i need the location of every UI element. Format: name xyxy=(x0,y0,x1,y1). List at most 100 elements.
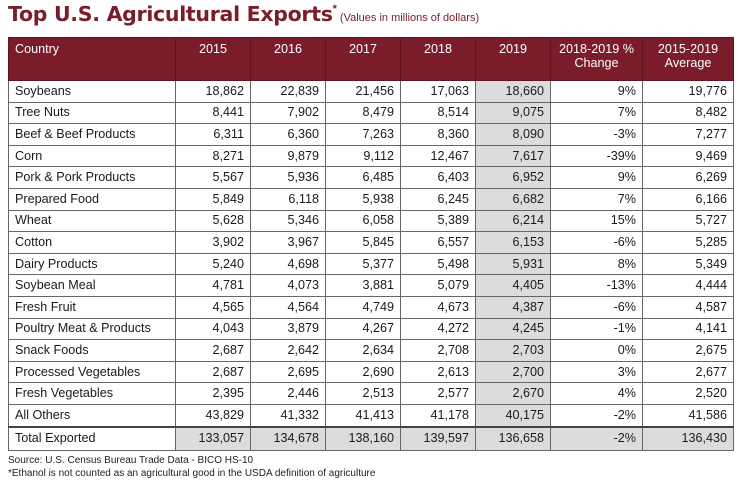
table-cell: 5,389 xyxy=(400,209,476,233)
table-cell: 9,469 xyxy=(642,144,734,168)
row-label: Dairy Products xyxy=(8,252,176,276)
table-cell: 6,245 xyxy=(400,187,476,211)
row-label: Corn xyxy=(8,144,176,168)
table-cell: 5,936 xyxy=(250,166,326,189)
footnote: *Ethanol is not counted as an agricultur… xyxy=(8,468,376,479)
table-cell: 6,214 xyxy=(475,209,551,233)
table-cell: 6,058 xyxy=(325,209,401,233)
table-cell: 2,395 xyxy=(175,382,251,405)
row-label: Tree Nuts xyxy=(8,101,176,125)
table-cell: 8,514 xyxy=(400,101,476,125)
row-label: Beef & Beef Products xyxy=(8,123,176,146)
source-note: Source: U.S. Census Bureau Trade Data - … xyxy=(8,455,254,466)
table-cell: 6,153 xyxy=(475,231,551,254)
table-row: Beef & Beef Products 6,311 6,360 7,263 8,360… xyxy=(8,123,734,146)
table-cell: 136,430 xyxy=(642,425,734,451)
table-cell: 3% xyxy=(550,360,643,384)
column-header[interactable]: Country xyxy=(8,37,176,81)
row-label: Poultry Meat & Products xyxy=(8,317,176,341)
table-cell: 8,360 xyxy=(400,123,476,146)
table-cell: 5,845 xyxy=(325,231,401,254)
table-cell: 40,175 xyxy=(475,403,551,428)
table-cell: 21,456 xyxy=(325,80,401,103)
table-cell: 2,613 xyxy=(400,360,476,384)
table-row: Fresh Vegetables 2,395 2,446 2,513 2,577 2,67… xyxy=(8,382,734,405)
table-cell: 6,166 xyxy=(642,187,734,211)
table-row: Pork & Pork Products 5,567 5,936 6,485 6,403… xyxy=(8,166,734,189)
table-cell: 2,687 xyxy=(175,360,251,384)
row-label: Wheat xyxy=(8,209,176,233)
table-row: Corn 8,271 9,879 9,112 12,467 7,617 -39% 9,469 xyxy=(8,144,734,168)
table-row: Wheat 5,628 5,346 6,058 5,389 6,214 15% 5,727 xyxy=(8,209,734,233)
column-header[interactable]: 2017 xyxy=(325,37,401,81)
table-cell: 2,670 xyxy=(475,382,551,405)
table-cell: 5,938 xyxy=(325,187,401,211)
row-label: Soybean Meal xyxy=(8,274,176,297)
table-cell: 8,090 xyxy=(475,123,551,146)
column-header[interactable]: 2018-2019 % Change xyxy=(550,37,643,81)
table-cell: 2,446 xyxy=(250,382,326,405)
table-cell: 6,485 xyxy=(325,166,401,189)
table-cell: 8,271 xyxy=(175,144,251,168)
table-cell: 7,902 xyxy=(250,101,326,125)
column-header[interactable]: 2019 xyxy=(475,37,551,81)
table-row: Dairy Products 5,240 4,698 5,377 5,498 5,931 8… xyxy=(8,252,734,276)
table-cell: 4,245 xyxy=(475,317,551,341)
column-header[interactable]: 2016 xyxy=(250,37,326,81)
table-cell: 138,160 xyxy=(325,425,401,451)
table-row: Soybeans 18,862 22,839 21,456 17,063 18,660 9%… xyxy=(8,80,734,103)
table-cell: 133,057 xyxy=(175,425,251,451)
row-label: Prepared Food xyxy=(8,187,176,211)
table-cell: 2,708 xyxy=(400,339,476,362)
table-cell: 4,781 xyxy=(175,274,251,297)
table-body: Soybeans 18,862 22,839 21,456 17,063 18,660 9%… xyxy=(8,80,734,451)
row-label: Total Exported xyxy=(8,425,176,451)
row-label: All Others xyxy=(8,403,176,428)
table-cell: 7,277 xyxy=(642,123,734,146)
total-row: Total Exported 133,057 134,678 138,160 139,5… xyxy=(8,425,734,451)
table-cell: 2,513 xyxy=(325,382,401,405)
table-cell: 5,346 xyxy=(250,209,326,233)
table-cell: 4,565 xyxy=(175,295,251,319)
table-cell: 6,311 xyxy=(175,123,251,146)
table-cell: 22,839 xyxy=(250,80,326,103)
table-cell: 9,112 xyxy=(325,144,401,168)
table-cell: -39% xyxy=(550,144,643,168)
table-cell: 6,360 xyxy=(250,123,326,146)
exports-table: Country 2015 2016 2017 2018 2019 2018-20… xyxy=(8,37,734,451)
row-label: Snack Foods xyxy=(8,339,176,362)
row-label: Soybeans xyxy=(8,80,176,103)
table-cell: 4,043 xyxy=(175,317,251,341)
table-cell: 5,285 xyxy=(642,231,734,254)
table-cell: 8,479 xyxy=(325,101,401,125)
table-cell: 3,881 xyxy=(325,274,401,297)
table-row: Prepared Food 5,849 6,118 5,938 6,245 6,682 7%… xyxy=(8,187,734,211)
table-cell: 0% xyxy=(550,339,643,362)
table-cell: 18,660 xyxy=(475,80,551,103)
table-cell: 2,642 xyxy=(250,339,326,362)
table-cell: 5,079 xyxy=(400,274,476,297)
table-cell: 4,267 xyxy=(325,317,401,341)
table-cell: -3% xyxy=(550,123,643,146)
column-header[interactable]: 2015-2019 Average xyxy=(642,37,734,81)
table-cell: 6,952 xyxy=(475,166,551,189)
row-label: Pork & Pork Products xyxy=(8,166,176,189)
table-cell: 4,698 xyxy=(250,252,326,276)
table-cell: 4,073 xyxy=(250,274,326,297)
column-header[interactable]: 2018 xyxy=(400,37,476,81)
table-cell: 4,673 xyxy=(400,295,476,319)
table-cell: 4,272 xyxy=(400,317,476,341)
table-cell: 2,700 xyxy=(475,360,551,384)
column-header[interactable]: 2015 xyxy=(175,37,251,81)
table-cell: 2,703 xyxy=(475,339,551,362)
table-cell: 5,240 xyxy=(175,252,251,276)
row-label: Fresh Fruit xyxy=(8,295,176,319)
table-cell: -6% xyxy=(550,295,643,319)
table-cell: 8,441 xyxy=(175,101,251,125)
table-cell: 2,520 xyxy=(642,382,734,405)
table-cell: 9% xyxy=(550,80,643,103)
table-cell: 136,658 xyxy=(475,425,551,451)
table-cell: 4,749 xyxy=(325,295,401,319)
table-cell: 41,332 xyxy=(250,403,326,428)
